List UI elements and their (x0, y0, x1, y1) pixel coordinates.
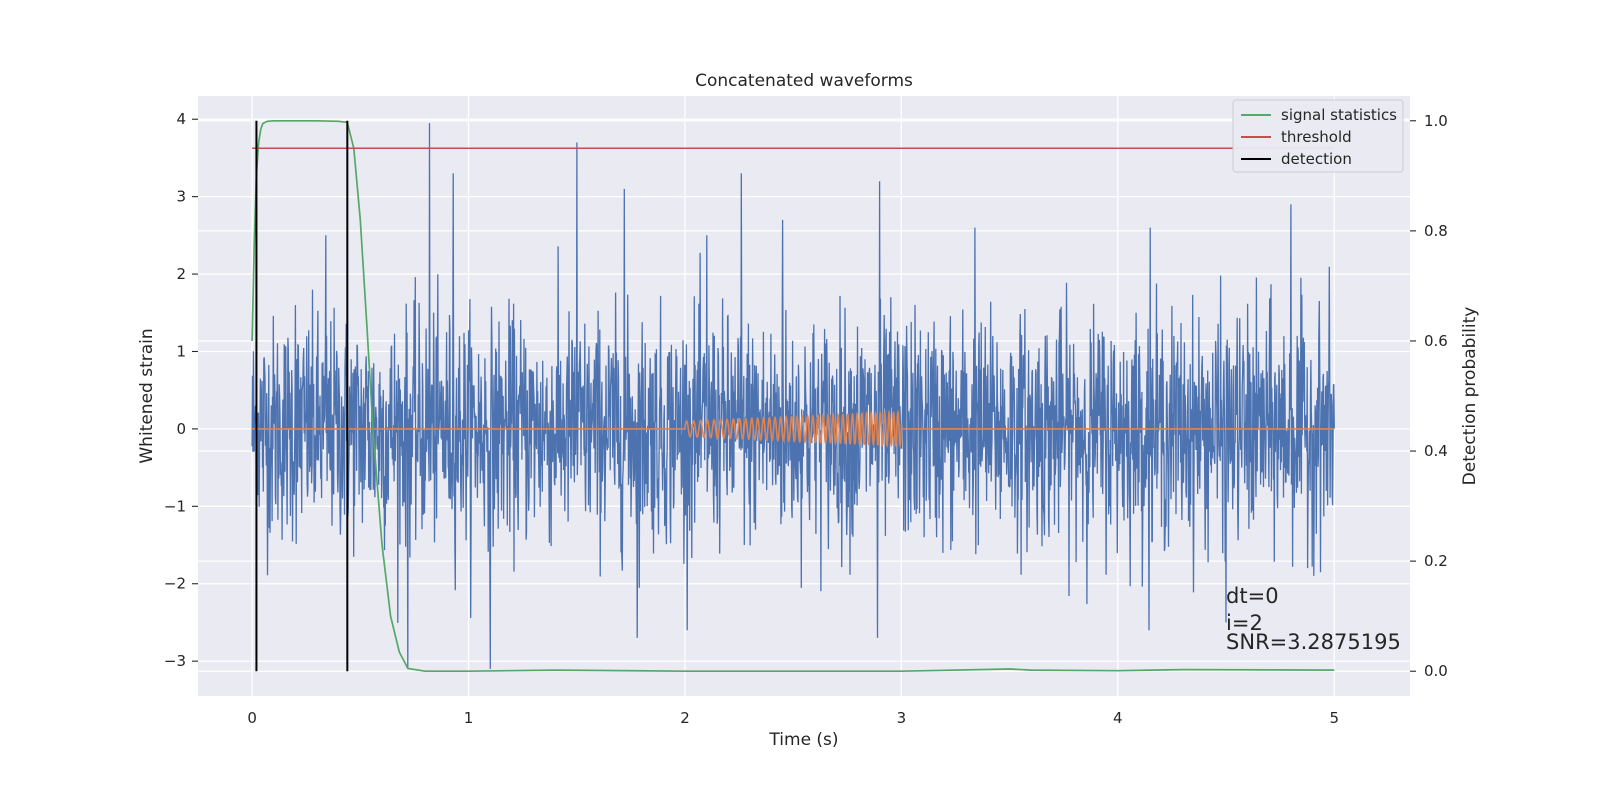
ticks-layer: 0 1 2 3 4 5 4 3 2 1 0 −1 −2 −3 1.0 0.8 0.6 0.4 0.2 0.0 (164, 110, 1448, 727)
y-tick-label: 0 (176, 420, 186, 438)
y-axis-label: Whitened strain (137, 328, 157, 463)
y-axis-right-label: Detection probability (1460, 307, 1480, 486)
x-tick-label: 4 (1113, 709, 1123, 727)
grid-lines (198, 96, 1410, 696)
y-right-tick-label: 0.2 (1424, 552, 1448, 570)
y-tick-label: 3 (176, 188, 186, 206)
x-tick-label: 1 (464, 709, 474, 727)
y-right-tick-label: 1.0 (1424, 112, 1448, 130)
legend-box (1232, 99, 1404, 173)
x-axis-label: Time (s) (768, 730, 838, 750)
annotation-index: i=2 (1226, 611, 1263, 635)
y-tick-label: −1 (164, 497, 186, 515)
y-tick-label: 2 (176, 265, 186, 283)
x-tick-label: 5 (1329, 709, 1339, 727)
y-right-tick-label: 0.8 (1424, 222, 1448, 240)
x-tick-label: 2 (680, 709, 690, 727)
x-tick-label: 3 (897, 709, 907, 727)
y-right-tick-label: 0.6 (1424, 332, 1448, 350)
x-tick-label: 0 (247, 709, 257, 727)
series-layer (251, 119, 1335, 673)
legend-label: threshold (1281, 128, 1352, 146)
noise-series-line (251, 123, 1335, 669)
legend-label: detection (1281, 150, 1352, 168)
y-tick-label: −2 (164, 575, 186, 593)
legend-label: signal statistics (1281, 106, 1397, 124)
legend: signal statistics threshold detection (1232, 99, 1404, 173)
signal-statistics-line (251, 119, 1335, 673)
y-tick-label: 4 (176, 110, 186, 128)
y-tick-label: −3 (164, 652, 186, 670)
y-right-tick-label: 0.0 (1424, 662, 1448, 680)
annotation-snr: SNR=3.2875195 (1226, 630, 1401, 654)
y-tick-label: 1 (176, 342, 186, 360)
y-right-tick-label: 0.4 (1424, 442, 1448, 460)
chirp-series-line (252, 409, 1335, 449)
chart-title: Concatenated waveforms (695, 71, 913, 91)
annotation-dt: dt=0 (1226, 584, 1279, 608)
